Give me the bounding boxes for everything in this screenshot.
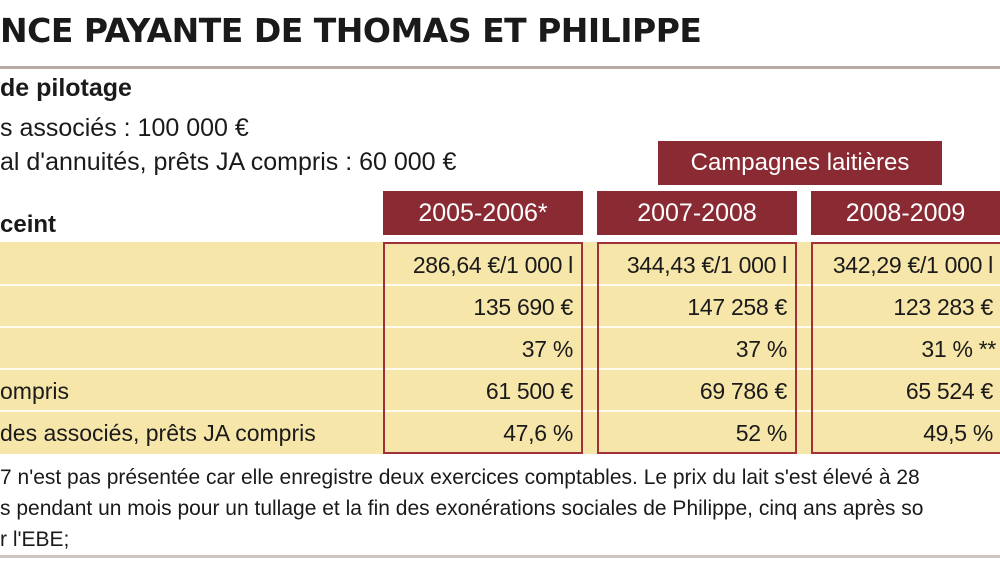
table-cell: 344,43 €/1 000 l <box>626 252 787 278</box>
table-cell: 49,5 % <box>923 420 993 446</box>
table-cell: 37 % <box>735 336 788 362</box>
footnote-line: 7 n'est pas présentée car elle enregistr… <box>0 466 920 489</box>
table-body-band <box>0 242 1000 454</box>
row-divider <box>0 368 1000 370</box>
table-cell: 52 % <box>735 420 788 446</box>
info-line-associates: s associés : 100 000 € <box>0 114 249 142</box>
table-cell: 123 283 € <box>893 294 993 320</box>
table-cell: 37 % <box>521 336 574 362</box>
row-divider <box>0 410 1000 412</box>
row-divider <box>0 284 1000 286</box>
table-cell: 65 524 € <box>905 378 993 404</box>
table-cell: 47,6 % <box>503 420 573 446</box>
subheading: de pilotage <box>0 74 132 102</box>
bottom-divider <box>0 555 1000 558</box>
column-header-2008-2009: 2008-2009 <box>811 191 1000 235</box>
row-label: ompris <box>0 378 70 404</box>
footnote-line: r l'EBE; <box>0 528 70 551</box>
column-frame-2007-2008 <box>597 242 797 454</box>
footnote-line: s pendant un mois pour un tullage et la … <box>0 497 924 520</box>
table-cell: 342,29 €/1 000 l <box>832 252 993 278</box>
column-header-2007-2008: 2007-2008 <box>597 191 797 235</box>
row-divider <box>0 326 1000 328</box>
table-cell: 147 258 € <box>687 294 787 320</box>
table-cell: 69 786 € <box>699 378 787 404</box>
table-cell: 61 500 € <box>485 378 573 404</box>
info-line-annuities: al d'annuités, prêts JA compris : 60 000… <box>0 148 457 176</box>
column-frame-2005-2006 <box>383 242 583 454</box>
footnotes: 7 n'est pas présentée car elle enregistr… <box>0 462 1000 555</box>
page-title: NCE PAYANTE DE THOMAS ET PHILIPPE <box>0 11 702 50</box>
section-label: ceint <box>0 211 57 238</box>
title-divider <box>0 66 1000 69</box>
row-label: des associés, prêts JA compris <box>0 420 316 446</box>
campaign-banner: Campagnes laitières <box>658 141 942 185</box>
column-frame-2008-2009 <box>811 242 1000 454</box>
table-cell: 286,64 €/1 000 l <box>412 252 573 278</box>
column-header-2005-2006: 2005-2006* <box>383 191 583 235</box>
table-cell: 135 690 € <box>473 294 573 320</box>
table-cell: 31 % ** <box>921 336 996 362</box>
